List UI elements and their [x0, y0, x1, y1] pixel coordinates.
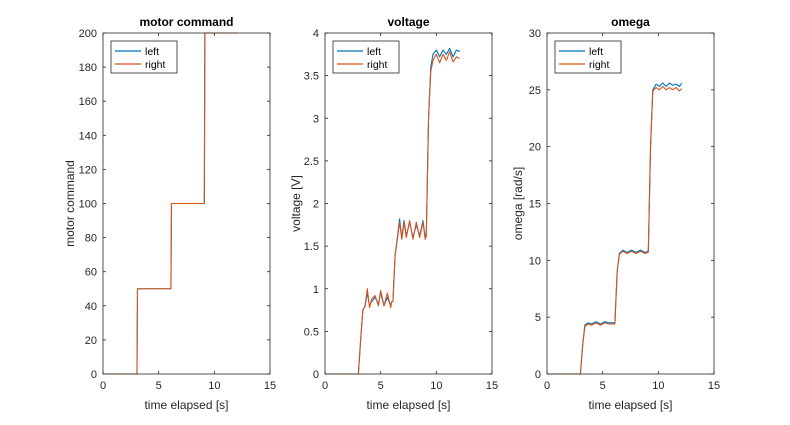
x-tick-label: 5	[600, 380, 606, 392]
y-tick-label: 2	[313, 199, 319, 211]
y-tick-label: 5	[535, 312, 541, 324]
y-tick-label: 1.5	[304, 241, 319, 253]
y-tick-label: 160	[79, 96, 97, 108]
y-tick-label: 180	[79, 62, 97, 74]
legend-label-left: left	[367, 46, 381, 58]
y-tick-label: 1	[313, 284, 319, 296]
y-tick-label: 80	[85, 233, 97, 245]
x-tick-label: 15	[486, 380, 498, 392]
x-tick-label: 0	[100, 380, 106, 392]
chart-title: motor command	[139, 15, 233, 29]
legend-label-left: left	[589, 46, 603, 58]
legend-box	[332, 40, 400, 74]
y-tick-label: 0	[535, 369, 541, 381]
subplot-2: 0 5 10 15 0 5 10 15 20 25 30 omega time elapsed [s] o…	[511, 15, 720, 412]
legend-label-right: right	[145, 59, 166, 71]
x-tick-label: 10	[430, 380, 442, 392]
x-axis-label: time elapsed [s]	[588, 398, 672, 412]
x-tick-label: 0	[322, 380, 328, 392]
x-axis-label: time elapsed [s]	[366, 398, 450, 412]
y-tick-label: 0.5	[304, 326, 319, 338]
y-axis-label: omega [rad/s]	[511, 167, 525, 240]
y-axis-label: motor command	[63, 160, 77, 247]
x-tick-label: 10	[652, 380, 664, 392]
subplot-0: 0 5 10 15 0 20 40 60 80 100 120 140 160 180 200 motor c…	[63, 15, 276, 412]
series-line-left	[547, 82, 683, 375]
legend-box	[110, 40, 178, 74]
y-tick-label: 3	[313, 113, 319, 125]
y-tick-label: 25	[529, 85, 541, 97]
y-tick-label: 0	[91, 369, 97, 381]
x-tick-label: 15	[708, 380, 720, 392]
chart-title: omega	[611, 15, 650, 29]
y-tick-label: 40	[85, 301, 97, 313]
series-line-right	[103, 32, 238, 375]
y-tick-label: 100	[79, 199, 97, 211]
legend-box	[554, 40, 622, 74]
y-tick-label: 2.5	[304, 156, 319, 168]
y-tick-label: 4	[313, 28, 319, 40]
x-tick-label: 15	[264, 380, 276, 392]
plot-area	[325, 33, 492, 374]
y-tick-label: 140	[79, 130, 97, 142]
legend-label-left: left	[145, 46, 159, 58]
y-tick-label: 30	[529, 28, 541, 40]
series-line-right	[547, 85, 683, 375]
x-tick-label: 10	[208, 380, 220, 392]
y-axis-label: voltage [V]	[289, 175, 303, 232]
subplot-1: 0 5 10 15 0 0.5 1 1.5 2 2.5 3 3.5 4 voltage time elaps…	[289, 15, 498, 412]
y-tick-label: 20	[529, 142, 541, 154]
x-tick-label: 5	[378, 380, 384, 392]
x-axis-label: time elapsed [s]	[144, 398, 228, 412]
y-tick-label: 3.5	[304, 71, 319, 83]
y-tick-label: 15	[529, 199, 541, 211]
x-tick-label: 5	[156, 380, 162, 392]
y-tick-label: 120	[79, 164, 97, 176]
chart-title: voltage	[387, 15, 429, 29]
series-line-right	[325, 51, 460, 375]
x-tick-label: 0	[544, 380, 550, 392]
plot-area	[547, 33, 714, 374]
y-tick-label: 10	[529, 255, 541, 267]
legend-label-right: right	[589, 59, 610, 71]
y-tick-label: 20	[85, 335, 97, 347]
y-tick-label: 60	[85, 267, 97, 279]
y-tick-label: 200	[79, 28, 97, 40]
y-tick-label: 0	[313, 369, 319, 381]
legend-label-right: right	[367, 59, 388, 71]
